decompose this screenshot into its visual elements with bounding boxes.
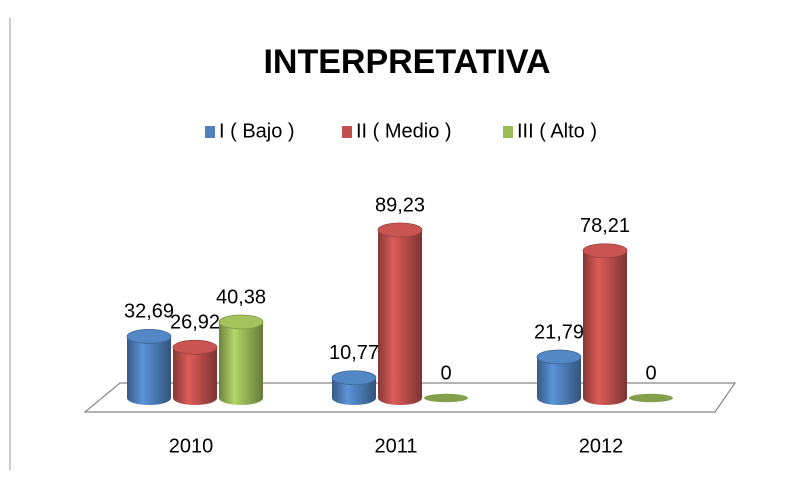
bar xyxy=(536,349,582,405)
bar xyxy=(126,329,172,405)
legend-label: I ( Bajo ) xyxy=(219,120,295,142)
x-tick-label: 2011 xyxy=(374,435,417,457)
bar xyxy=(424,393,468,403)
data-label: 32,69 xyxy=(124,301,174,323)
data-label: 21,79 xyxy=(534,321,584,343)
data-label: 26,92 xyxy=(170,312,220,334)
data-label: 0 xyxy=(645,362,656,384)
x-tick-label: 2012 xyxy=(579,435,624,457)
bar xyxy=(331,370,377,405)
bar xyxy=(377,222,423,405)
legend-label: II ( Medio ) xyxy=(356,120,452,142)
legend-swatch xyxy=(503,126,513,138)
bar xyxy=(629,393,673,403)
legend-swatch xyxy=(342,126,352,138)
legend-swatch xyxy=(205,126,215,138)
bar xyxy=(218,314,264,405)
bar xyxy=(172,339,218,405)
legend-label: III ( Alto ) xyxy=(517,120,597,142)
data-label: 40,38 xyxy=(216,286,266,308)
data-label: 0 xyxy=(440,362,451,384)
data-label: 89,23 xyxy=(375,194,425,216)
bar xyxy=(582,243,628,405)
data-label: 78,21 xyxy=(580,215,630,237)
x-tick-label: 2010 xyxy=(169,435,214,457)
data-label: 10,77 xyxy=(329,342,379,364)
chart-title: INTERPRETATIVA xyxy=(263,43,550,81)
